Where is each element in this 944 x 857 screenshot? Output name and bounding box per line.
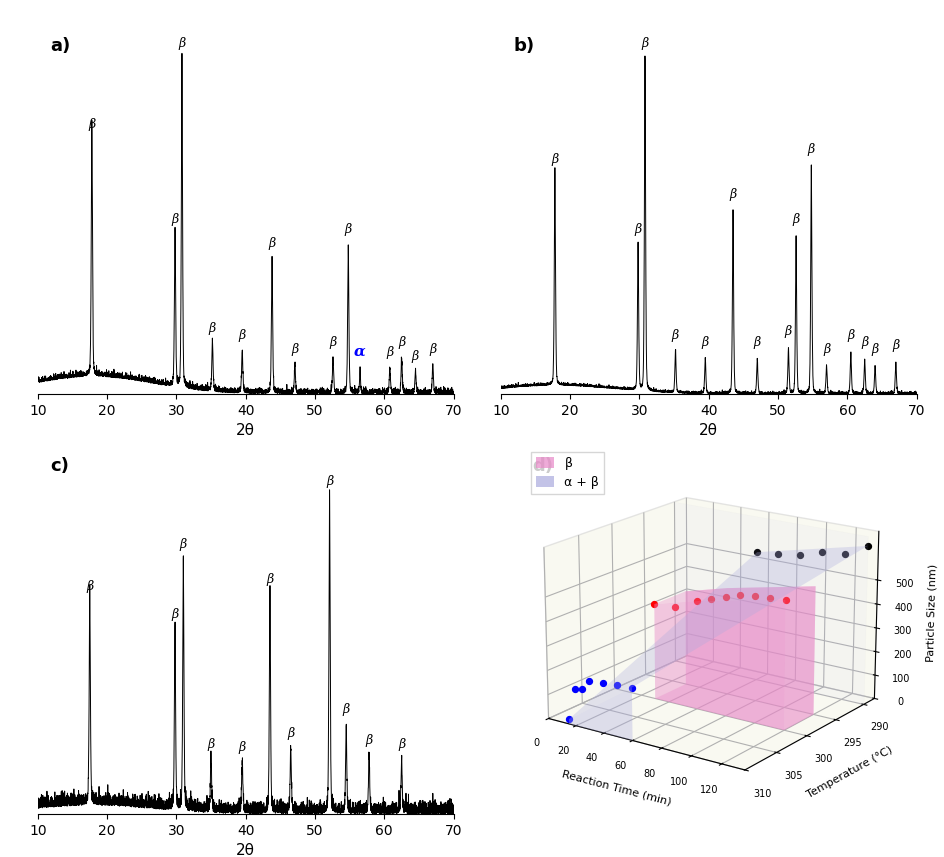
Text: β: β bbox=[171, 213, 178, 225]
Text: β: β bbox=[207, 738, 214, 751]
Text: β: β bbox=[870, 343, 878, 356]
Text: β: β bbox=[729, 189, 736, 201]
Text: d): d) bbox=[531, 457, 552, 475]
Text: β: β bbox=[365, 734, 372, 747]
Text: β: β bbox=[550, 153, 558, 166]
Text: β: β bbox=[342, 703, 349, 716]
Text: β: β bbox=[291, 343, 298, 356]
Text: β: β bbox=[412, 350, 419, 363]
Text: β: β bbox=[266, 573, 274, 586]
Text: β: β bbox=[860, 336, 868, 349]
Text: β: β bbox=[171, 608, 178, 621]
Text: β: β bbox=[86, 580, 93, 593]
Y-axis label: Temperature (°C): Temperature (°C) bbox=[804, 745, 893, 800]
Text: β: β bbox=[700, 336, 708, 349]
X-axis label: 2θ: 2θ bbox=[236, 423, 255, 439]
Text: β: β bbox=[633, 224, 641, 237]
Text: β: β bbox=[891, 339, 899, 352]
Text: β: β bbox=[179, 538, 187, 551]
Text: β: β bbox=[397, 336, 405, 349]
Text: β: β bbox=[641, 37, 648, 51]
Text: β: β bbox=[178, 37, 185, 51]
Text: β: β bbox=[397, 738, 405, 751]
Text: β: β bbox=[326, 475, 333, 488]
Text: β: β bbox=[671, 328, 679, 342]
Text: α: α bbox=[354, 345, 365, 359]
X-axis label: 2θ: 2θ bbox=[236, 843, 255, 857]
Text: b): b) bbox=[513, 37, 534, 55]
Text: β: β bbox=[386, 346, 393, 359]
Text: β: β bbox=[287, 728, 295, 740]
Text: β: β bbox=[846, 328, 853, 342]
Text: β: β bbox=[88, 118, 95, 131]
Text: β: β bbox=[345, 224, 351, 237]
Text: β: β bbox=[329, 336, 336, 349]
Legend: β, α + β: β, α + β bbox=[531, 452, 604, 494]
Text: β: β bbox=[238, 328, 245, 342]
Text: β: β bbox=[822, 343, 830, 356]
Text: β: β bbox=[784, 325, 791, 338]
Text: β: β bbox=[807, 142, 814, 156]
Text: β: β bbox=[752, 336, 760, 349]
Text: β: β bbox=[209, 321, 216, 334]
Text: β: β bbox=[792, 213, 799, 225]
Text: β: β bbox=[268, 237, 276, 250]
Text: β: β bbox=[429, 343, 436, 356]
Text: c): c) bbox=[50, 457, 69, 475]
Text: a): a) bbox=[50, 37, 71, 55]
X-axis label: Reaction Time (min): Reaction Time (min) bbox=[561, 769, 672, 807]
Text: β: β bbox=[238, 741, 245, 754]
X-axis label: 2θ: 2θ bbox=[699, 423, 717, 439]
